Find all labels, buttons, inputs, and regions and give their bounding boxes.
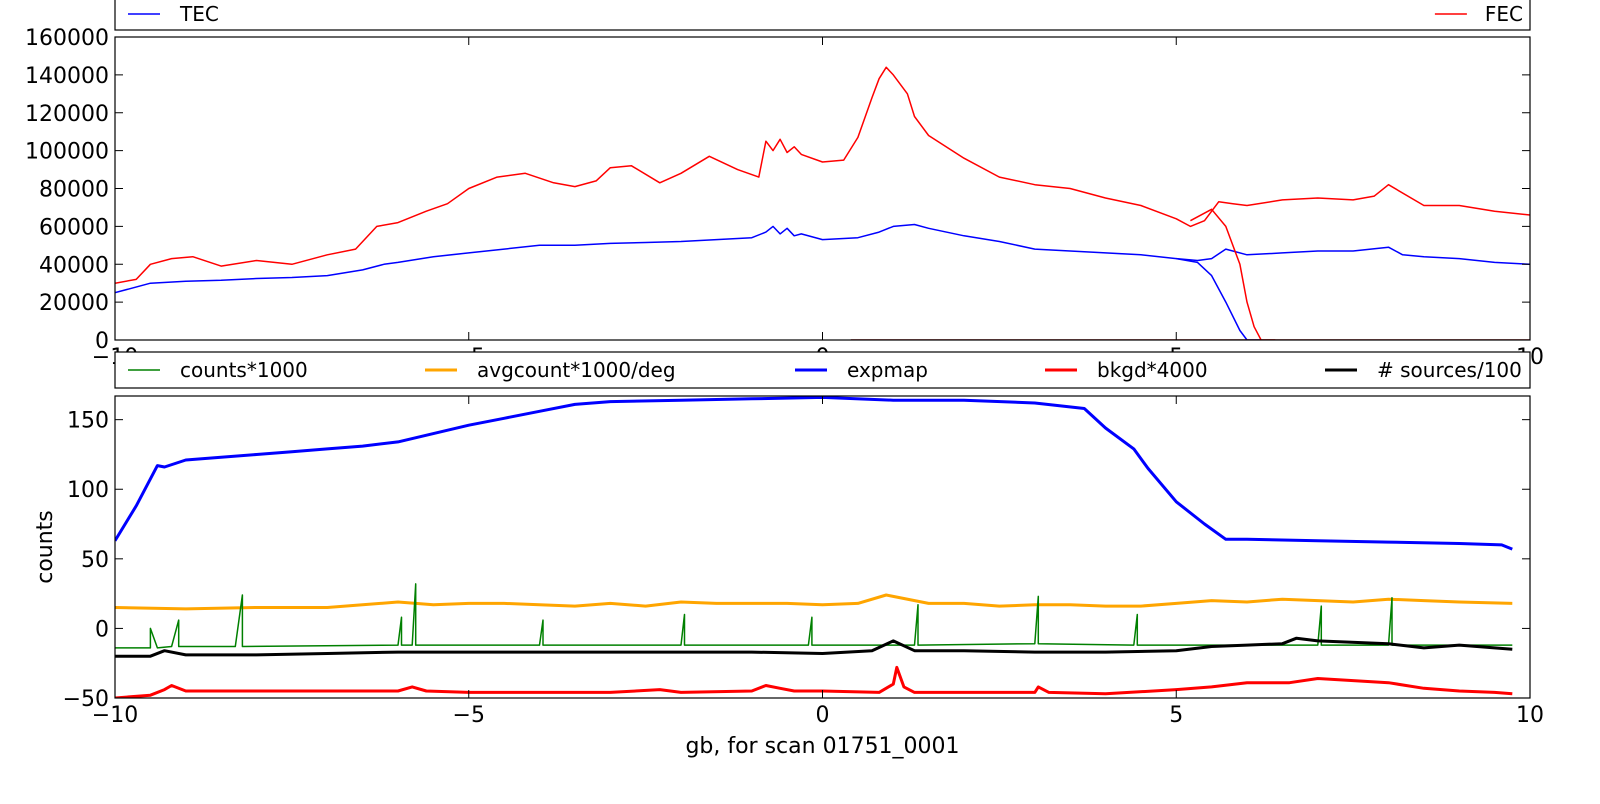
series-line-extra-2 [1176, 257, 1262, 340]
y-tick-label: 0 [95, 329, 109, 354]
top-panel: −10−505100200004000060000800001000001200… [25, 0, 1544, 370]
series-line-extra-3 [1190, 208, 1276, 340]
legend-label: # sources/100 [1377, 358, 1522, 382]
y-tick-label: 120000 [25, 102, 109, 127]
legend-label: counts*1000 [180, 358, 308, 382]
y-tick-label: 40000 [39, 253, 109, 278]
x-tick-label: 10 [1516, 703, 1544, 728]
y-tick-label: 20000 [39, 291, 109, 316]
series-line--sources-100 [115, 636, 1513, 658]
y-tick-label: 100000 [25, 140, 109, 165]
legend-label: bkgd*4000 [1097, 358, 1208, 382]
legend-box [114, 0, 1531, 31]
x-tick-label: −10 [92, 703, 138, 728]
x-axis-title: gb, for scan 01751_0001 [685, 734, 959, 759]
y-tick-label: 160000 [25, 26, 109, 51]
series-line-fec [115, 66, 1530, 284]
legend-label: FEC [1485, 2, 1523, 26]
series-line-tec [115, 223, 1530, 294]
legend-label: avgcount*1000/deg [477, 358, 676, 382]
legend-label: expmap [847, 358, 928, 382]
y-tick-label: 150 [67, 409, 109, 434]
y-tick-label: 50 [81, 548, 109, 573]
y-axis-title: counts [33, 510, 58, 584]
y-tick-label: 0 [95, 617, 109, 642]
series-line-avgcount-1000-deg [115, 593, 1513, 611]
legend-label: TEC [179, 2, 219, 26]
y-tick-label: 140000 [25, 64, 109, 89]
y-tick-label: 80000 [39, 178, 109, 203]
x-tick-label: 0 [816, 703, 830, 728]
x-tick-label: 5 [1169, 703, 1183, 728]
series-line-bkgd-4000 [115, 665, 1513, 698]
x-tick-label: −5 [453, 703, 485, 728]
y-tick-label: 100 [67, 478, 109, 503]
y-tick-label: 60000 [39, 215, 109, 240]
series-line-counts-1000 [115, 583, 1513, 649]
series-line-expmap [115, 396, 1513, 551]
plot-frame [114, 36, 1531, 341]
y-tick-label: −50 [63, 687, 109, 712]
